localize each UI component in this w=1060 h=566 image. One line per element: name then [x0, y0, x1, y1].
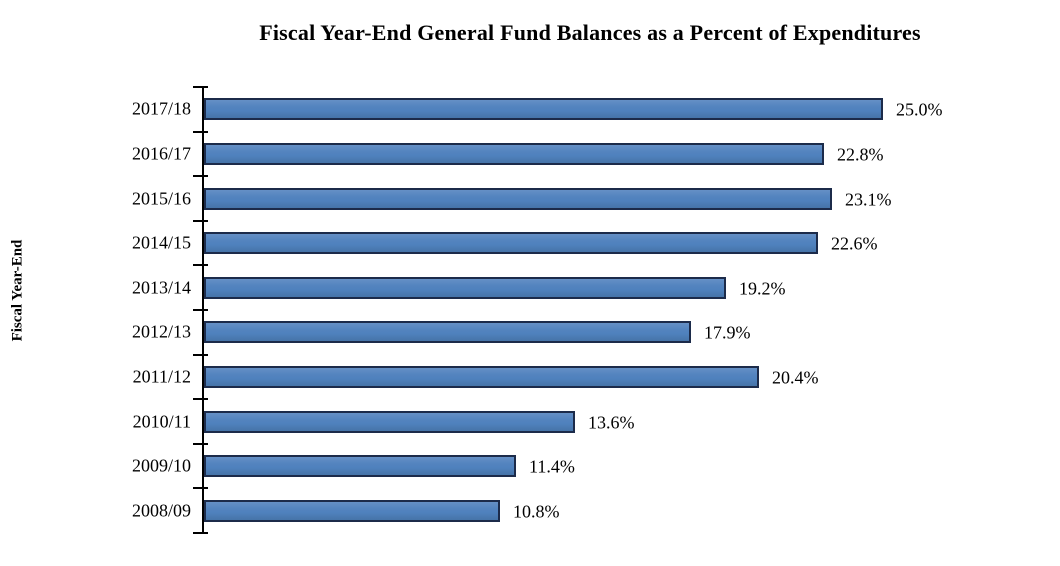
value-label: 22.6% — [831, 233, 878, 254]
axis-tick — [193, 264, 208, 266]
bar — [204, 499, 500, 522]
category-label: 2013/14 — [131, 277, 191, 298]
bar — [204, 232, 818, 255]
category-label: 2012/13 — [131, 321, 191, 342]
value-label: 19.2% — [739, 278, 786, 299]
chart-title: Fiscal Year-End General Fund Balances as… — [259, 20, 921, 45]
category-label: 2011/12 — [132, 366, 191, 387]
value-label: 10.8% — [513, 501, 560, 522]
category-label: 2015/16 — [131, 188, 191, 208]
y-axis-title: Fiscal Year-End — [9, 239, 26, 342]
axis-tick — [193, 131, 208, 133]
bar — [204, 365, 759, 388]
bar — [204, 455, 516, 478]
axis-tick — [193, 354, 208, 356]
bar — [204, 187, 832, 210]
value-label: 20.4% — [772, 367, 819, 388]
axis-tick — [193, 398, 208, 400]
axis-tick — [193, 532, 208, 534]
category-label: 2014/15 — [131, 232, 191, 253]
bar — [204, 276, 726, 299]
bar — [204, 410, 575, 433]
axis-tick — [193, 443, 208, 445]
axis-tick — [193, 220, 208, 222]
axis-tick — [193, 309, 208, 311]
plot-area: 2017/18 25.0% 2016/17 22.8% 2015/16 23.1% 2014… — [132, 86, 1013, 534]
category-label: 2010/11 — [132, 411, 191, 431]
category-label: 2009/10 — [131, 455, 191, 476]
category-label: 2017/18 — [131, 98, 191, 119]
value-label: 17.9% — [704, 322, 751, 343]
value-label: 22.8% — [837, 144, 884, 165]
axis-tick — [193, 86, 208, 88]
value-label: 13.6% — [588, 412, 635, 432]
axis-tick — [193, 175, 208, 177]
value-label: 23.1% — [845, 189, 892, 209]
category-label: 2016/17 — [131, 143, 191, 164]
bar — [204, 142, 824, 165]
category-label: 2008/09 — [131, 500, 191, 521]
axis-tick — [193, 487, 208, 489]
value-label: 25.0% — [896, 99, 943, 120]
bar — [204, 98, 883, 121]
value-label: 11.4% — [529, 456, 575, 477]
bar — [204, 321, 691, 344]
